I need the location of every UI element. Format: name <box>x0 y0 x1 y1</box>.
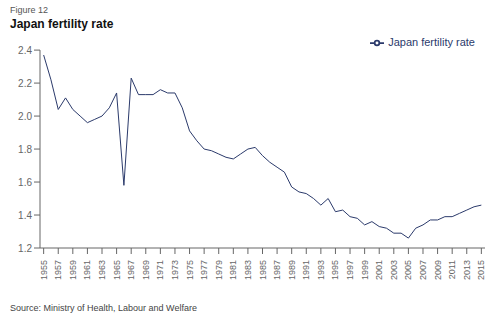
svg-text:1963: 1963 <box>97 260 107 280</box>
svg-text:1.2: 1.2 <box>18 243 32 254</box>
svg-text:2013: 2013 <box>462 260 472 280</box>
svg-text:1971: 1971 <box>155 260 165 280</box>
svg-text:1973: 1973 <box>170 260 180 280</box>
svg-text:1985: 1985 <box>258 260 268 280</box>
html-text:Japan fertility rate: Japan fertility rate <box>10 17 114 31</box>
svg-text:2009: 2009 <box>433 260 443 280</box>
svg-text:1965: 1965 <box>112 260 122 280</box>
svg-text:2007: 2007 <box>418 260 428 280</box>
svg-text:1981: 1981 <box>228 260 238 280</box>
svg-text:2.0: 2.0 <box>18 111 32 122</box>
html-text:Figure 12: Figure 12 <box>10 5 48 15</box>
svg-text:1957: 1957 <box>53 260 63 280</box>
svg-text:1961: 1961 <box>82 260 92 280</box>
svg-text:1997: 1997 <box>345 260 355 280</box>
svg-text:1993: 1993 <box>316 260 326 280</box>
svg-text:1.4: 1.4 <box>18 210 32 221</box>
svg-text:2.4: 2.4 <box>18 45 32 56</box>
svg-text:1955: 1955 <box>39 260 49 280</box>
svg-text:2003: 2003 <box>389 260 399 280</box>
svg-text:1995: 1995 <box>330 260 340 280</box>
svg-text:1987: 1987 <box>272 260 282 280</box>
svg-text:1989: 1989 <box>287 260 297 280</box>
svg-text:1.6: 1.6 <box>18 177 32 188</box>
svg-text:1999: 1999 <box>360 260 370 280</box>
svg-text:1959: 1959 <box>68 260 78 280</box>
svg-text:1969: 1969 <box>141 260 151 280</box>
svg-text:2001: 2001 <box>374 260 384 280</box>
svg-text:1975: 1975 <box>185 260 195 280</box>
svg-text:1.8: 1.8 <box>18 144 32 155</box>
html-text:Japan fertility rate: Japan fertility rate <box>388 36 475 48</box>
svg-text:2005: 2005 <box>403 260 413 280</box>
svg-text:1991: 1991 <box>301 260 311 280</box>
svg-text:2015: 2015 <box>476 260 486 280</box>
svg-text:1977: 1977 <box>199 260 209 280</box>
svg-text:1979: 1979 <box>214 260 224 280</box>
svg-text:2011: 2011 <box>447 260 457 279</box>
svg-text:2.2: 2.2 <box>18 78 32 89</box>
svg-text:1983: 1983 <box>243 260 253 280</box>
svg-text:1967: 1967 <box>126 260 136 280</box>
html-text:Source: Ministry of Health, La: Source: Ministry of Health, Labour and W… <box>10 303 197 313</box>
